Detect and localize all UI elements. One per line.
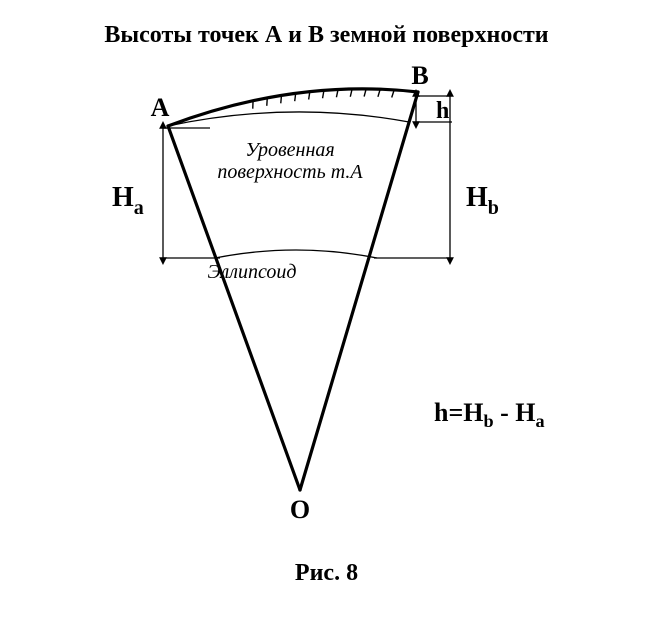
dim-label-h: h (436, 98, 449, 124)
figure-caption: Рис. 8 (0, 560, 653, 587)
point-label-o: O (290, 495, 310, 524)
annotation-level-surface-line2: поверхность т.А (217, 161, 363, 183)
geodesy-diagram: A B O h Ha Hb Уровенная поверхность т.А … (0, 0, 653, 628)
dim-label-ha: Ha (112, 182, 144, 219)
point-label-a: A (151, 93, 170, 122)
formula-height-difference: h=Hb - Ha (434, 398, 545, 432)
point-label-b: B (411, 61, 428, 90)
annotation-level-surface-line1: Уровенная (245, 139, 334, 161)
dim-label-hb: Hb (466, 182, 499, 219)
terrain-ticks (253, 89, 394, 109)
annotation-ellipsoid: Эллипсоид (208, 261, 297, 283)
